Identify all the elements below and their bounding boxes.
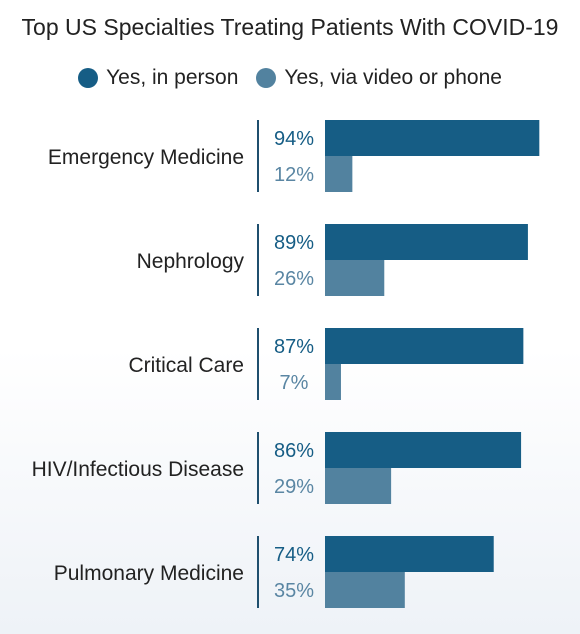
value-label-in-person-nephrology: 89% [274, 232, 314, 254]
bar-video-phone-nephrology [325, 260, 385, 296]
bar-video-phone-critical-care [325, 364, 341, 400]
legend-swatch-in-person [78, 68, 99, 88]
legend-swatch-video-phone [256, 68, 277, 88]
value-label-in-person-pulmonary-medicine: 74% [274, 544, 314, 566]
legend: Yes, in person Yes, via video or phone [0, 66, 580, 90]
legend-label-video-phone: Yes, via video or phone [284, 66, 502, 89]
category-label-critical-care: Critical Care [128, 354, 244, 377]
legend-item-in-person: Yes, in person [78, 66, 238, 90]
bar-video-phone-hiv-infectious-disease [325, 468, 392, 504]
value-label-in-person-emergency-medicine: 94% [274, 128, 314, 150]
value-label-in-person-hiv-infectious-disease: 86% [274, 440, 314, 462]
bar-in-person-nephrology [325, 224, 528, 260]
chart-title: Top US Specialties Treating Patients Wit… [21, 14, 559, 40]
value-label-video-phone-emergency-medicine: 12% [274, 164, 314, 186]
bar-in-person-pulmonary-medicine [325, 536, 494, 572]
legend-label-in-person: Yes, in person [106, 66, 239, 89]
bar-in-person-hiv-infectious-disease [325, 432, 522, 468]
category-label-pulmonary-medicine: Pulmonary Medicine [54, 562, 244, 585]
bar-video-phone-emergency-medicine [325, 156, 353, 192]
value-label-video-phone-critical-care: 7% [280, 372, 309, 394]
bar-video-phone-pulmonary-medicine [325, 572, 405, 608]
value-label-in-person-critical-care: 87% [274, 336, 314, 358]
value-label-video-phone-nephrology: 26% [274, 268, 314, 290]
category-label-nephrology: Nephrology [137, 250, 245, 273]
bar-in-person-critical-care [325, 328, 524, 364]
value-label-video-phone-hiv-infectious-disease: 29% [274, 476, 314, 498]
legend-item-video-phone: Yes, via video or phone [256, 66, 502, 90]
bar-in-person-emergency-medicine [325, 120, 540, 156]
category-label-emergency-medicine: Emergency Medicine [48, 146, 244, 169]
category-label-hiv-infectious-disease: HIV/Infectious Disease [32, 458, 244, 481]
value-label-video-phone-pulmonary-medicine: 35% [274, 580, 314, 602]
